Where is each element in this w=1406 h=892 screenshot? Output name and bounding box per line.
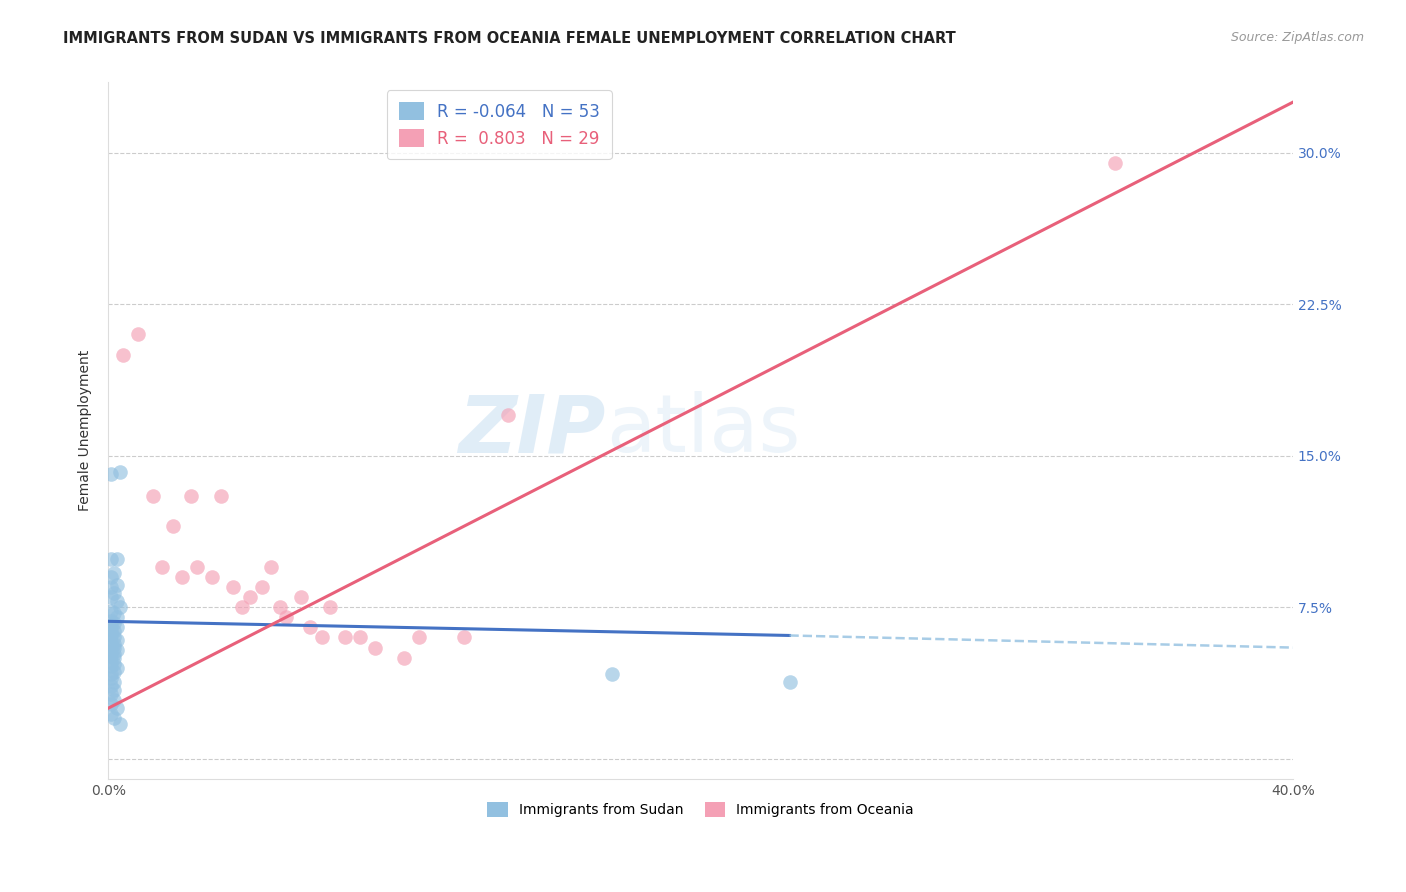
Point — [100, 551, 122, 566]
Point — [103, 616, 125, 631]
Point — [105, 701, 128, 715]
Point — [335, 631, 357, 645]
Point — [298, 620, 321, 634]
Point — [186, 559, 208, 574]
Point — [100, 655, 122, 669]
Point — [103, 647, 125, 661]
Point — [209, 489, 232, 503]
Legend: Immigrants from Sudan, Immigrants from Oceania: Immigrants from Sudan, Immigrants from O… — [481, 796, 921, 824]
Point — [274, 610, 297, 624]
Point — [103, 657, 125, 671]
Point — [103, 566, 125, 580]
Point — [100, 707, 122, 722]
Point — [112, 348, 135, 362]
Y-axis label: Female Unemployment: Female Unemployment — [79, 350, 93, 511]
Point — [1104, 155, 1126, 169]
Point — [100, 679, 122, 693]
Point — [103, 631, 125, 645]
Point — [201, 570, 224, 584]
Point — [100, 580, 122, 594]
Point — [100, 634, 122, 648]
Point — [100, 626, 122, 640]
Point — [260, 559, 283, 574]
Point — [162, 519, 184, 533]
Point — [108, 465, 131, 479]
Point — [105, 610, 128, 624]
Point — [311, 631, 333, 645]
Point — [100, 648, 122, 663]
Point — [319, 600, 342, 615]
Point — [269, 600, 291, 615]
Point — [239, 590, 262, 604]
Point — [100, 604, 122, 618]
Point — [105, 661, 128, 675]
Point — [408, 631, 430, 645]
Point — [108, 717, 131, 731]
Point — [105, 578, 128, 592]
Point — [180, 489, 202, 503]
Point — [100, 697, 122, 711]
Point — [100, 645, 122, 659]
Point — [103, 606, 125, 620]
Point — [100, 570, 122, 584]
Point — [105, 620, 128, 634]
Point — [496, 409, 519, 423]
Text: IMMIGRANTS FROM SUDAN VS IMMIGRANTS FROM OCEANIA FEMALE UNEMPLOYMENT CORRELATION: IMMIGRANTS FROM SUDAN VS IMMIGRANTS FROM… — [63, 31, 956, 46]
Point — [100, 666, 122, 681]
Point — [103, 636, 125, 650]
Point — [349, 631, 371, 645]
Point — [100, 615, 122, 629]
Point — [221, 580, 243, 594]
Point — [103, 693, 125, 707]
Text: ZIP: ZIP — [458, 392, 606, 469]
Point — [103, 586, 125, 600]
Point — [290, 590, 312, 604]
Point — [100, 623, 122, 637]
Point — [103, 675, 125, 690]
Point — [103, 665, 125, 679]
Point — [364, 640, 387, 655]
Point — [779, 675, 801, 690]
Point — [100, 658, 122, 673]
Point — [394, 650, 416, 665]
Point — [103, 683, 125, 698]
Point — [105, 642, 128, 657]
Point — [103, 640, 125, 655]
Point — [172, 570, 194, 584]
Point — [142, 489, 165, 503]
Point — [127, 327, 149, 342]
Point — [105, 551, 128, 566]
Text: atlas: atlas — [606, 392, 800, 469]
Point — [103, 650, 125, 665]
Point — [108, 600, 131, 615]
Point — [100, 590, 122, 604]
Point — [105, 594, 128, 608]
Point — [105, 632, 128, 647]
Point — [100, 671, 122, 685]
Point — [100, 687, 122, 701]
Text: Source: ZipAtlas.com: Source: ZipAtlas.com — [1230, 31, 1364, 45]
Point — [100, 467, 122, 481]
Point — [600, 666, 623, 681]
Point — [100, 639, 122, 653]
Point — [231, 600, 253, 615]
Point — [100, 628, 122, 642]
Point — [252, 580, 274, 594]
Point — [100, 618, 122, 632]
Point — [453, 631, 475, 645]
Point — [150, 559, 173, 574]
Point — [103, 711, 125, 725]
Point — [103, 624, 125, 639]
